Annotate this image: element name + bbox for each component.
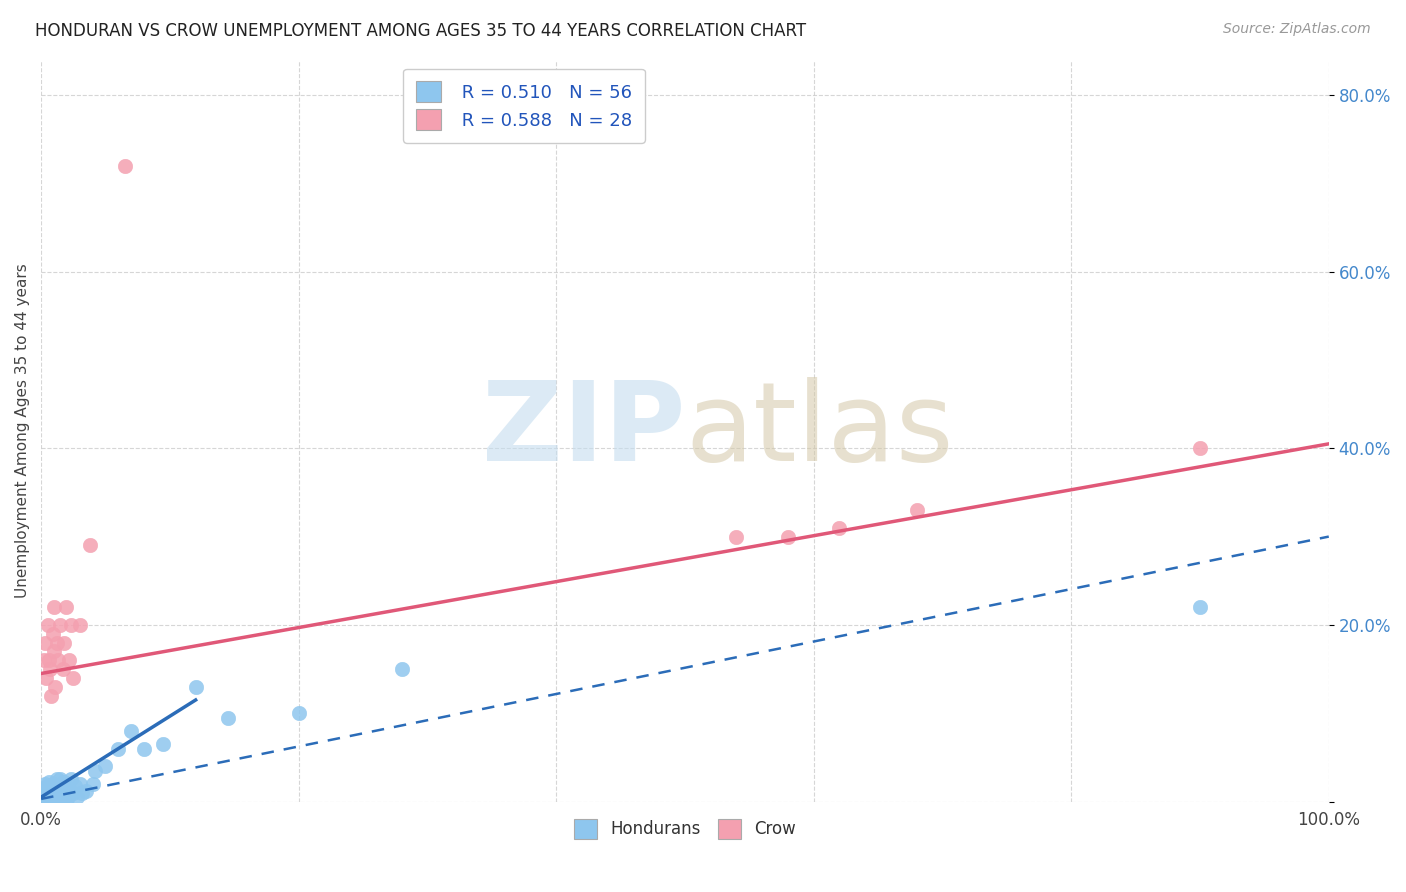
Point: [42, 644, 65, 658]
Point: [42, 600, 65, 615]
Point: [38, 653, 60, 667]
Point: [38, 788, 60, 802]
Point: [41, 777, 63, 791]
Y-axis label: Unemployment Among Ages 35 to 44 years: Unemployment Among Ages 35 to 44 years: [15, 263, 30, 598]
Point: [114, 159, 136, 173]
Point: [49, 618, 72, 632]
Point: [58, 788, 80, 802]
Point: [79, 538, 101, 552]
Point: [82, 777, 104, 791]
Point: [776, 530, 799, 544]
Text: Source: ZipAtlas.com: Source: ZipAtlas.com: [1223, 22, 1371, 37]
Point: [44, 786, 66, 800]
Point: [84, 764, 107, 778]
Point: [184, 680, 207, 694]
Point: [32, 793, 55, 807]
Point: [48, 790, 70, 805]
Point: [56, 792, 79, 806]
Point: [1188, 600, 1211, 615]
Point: [51, 777, 73, 791]
Point: [38, 775, 60, 789]
Point: [55, 786, 77, 800]
Point: [53, 790, 76, 805]
Point: [69, 777, 91, 791]
Text: atlas: atlas: [685, 377, 953, 484]
Point: [725, 530, 748, 544]
Point: [120, 723, 142, 738]
Point: [39, 662, 62, 676]
Point: [41, 791, 63, 805]
Point: [62, 786, 84, 800]
Point: [53, 775, 76, 789]
Point: [42, 779, 65, 793]
Point: [828, 521, 851, 535]
Point: [45, 772, 67, 787]
Point: [30, 795, 52, 809]
Point: [46, 788, 69, 802]
Point: [52, 786, 75, 800]
Point: [75, 784, 97, 798]
Point: [72, 786, 94, 800]
Point: [66, 790, 89, 805]
Point: [59, 772, 82, 787]
Point: [52, 662, 75, 676]
Text: HONDURAN VS CROW UNEMPLOYMENT AMONG AGES 35 TO 44 YEARS CORRELATION CHART: HONDURAN VS CROW UNEMPLOYMENT AMONG AGES…: [35, 22, 806, 40]
Point: [44, 680, 66, 694]
Point: [37, 779, 59, 793]
Point: [217, 711, 239, 725]
Point: [41, 626, 63, 640]
Point: [41, 780, 63, 795]
Point: [1188, 442, 1211, 456]
Point: [287, 706, 309, 721]
Point: [34, 777, 56, 791]
Point: [34, 790, 56, 805]
Point: [41, 789, 63, 804]
Point: [69, 618, 91, 632]
Point: [35, 671, 58, 685]
Point: [32, 781, 55, 796]
Point: [35, 786, 58, 800]
Point: [59, 618, 82, 632]
Point: [134, 741, 156, 756]
Point: [51, 791, 73, 805]
Point: [56, 781, 79, 796]
Point: [391, 662, 413, 676]
Point: [42, 792, 65, 806]
Point: [39, 790, 62, 805]
Point: [35, 792, 58, 806]
Point: [63, 779, 86, 793]
Point: [41, 689, 63, 703]
Point: [94, 759, 117, 773]
Point: [58, 653, 80, 667]
Point: [62, 671, 84, 685]
Point: [31, 790, 53, 805]
Point: [152, 737, 174, 751]
Point: [39, 784, 62, 798]
Point: [107, 741, 129, 756]
Point: [32, 653, 55, 667]
Point: [38, 793, 60, 807]
Point: [45, 635, 67, 649]
Text: ZIP: ZIP: [482, 377, 685, 484]
Point: [34, 635, 56, 649]
Point: [37, 618, 59, 632]
Point: [53, 635, 76, 649]
Point: [37, 791, 59, 805]
Point: [46, 780, 69, 795]
Point: [49, 784, 72, 798]
Point: [46, 653, 69, 667]
Point: [49, 772, 72, 787]
Point: [905, 503, 928, 517]
Point: [55, 600, 77, 615]
Legend: Hondurans, Crow: Hondurans, Crow: [567, 813, 803, 846]
